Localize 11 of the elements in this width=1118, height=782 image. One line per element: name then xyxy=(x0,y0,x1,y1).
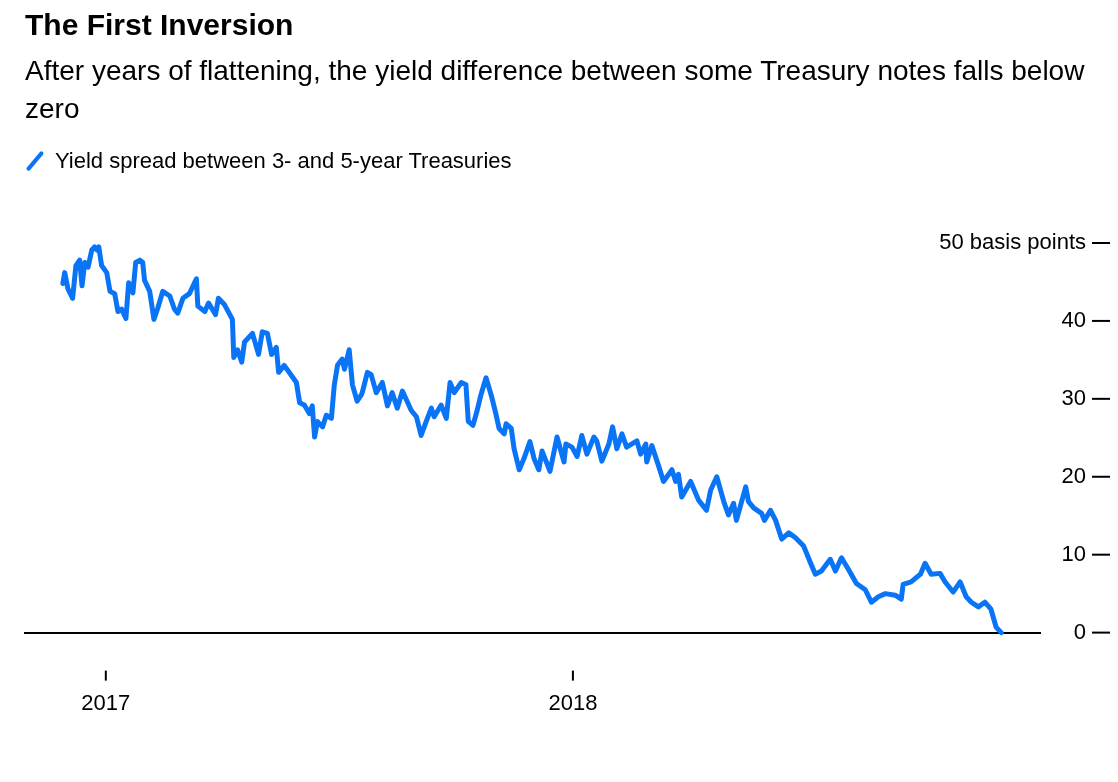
y-tick-label: 10 xyxy=(1061,540,1086,566)
y-tick-label: 50 basis points xyxy=(939,229,1086,255)
x-tick-label: 2018 xyxy=(548,689,598,715)
chart-title: The First Inversion xyxy=(25,8,294,42)
chart-subtitle: After years of flattening, the yield difference between some Treasury notes falls below zero xyxy=(25,54,1086,126)
y-tick-label: 0 xyxy=(1073,618,1086,644)
y-tick-label: 20 xyxy=(1061,462,1086,488)
x-tick-label: 2017 xyxy=(81,689,131,715)
y-tick-label: 30 xyxy=(1061,384,1086,410)
legend-label: Yield spread between 3- and 5-year Treasuries xyxy=(55,148,512,174)
y-tick-label: 40 xyxy=(1061,306,1086,332)
